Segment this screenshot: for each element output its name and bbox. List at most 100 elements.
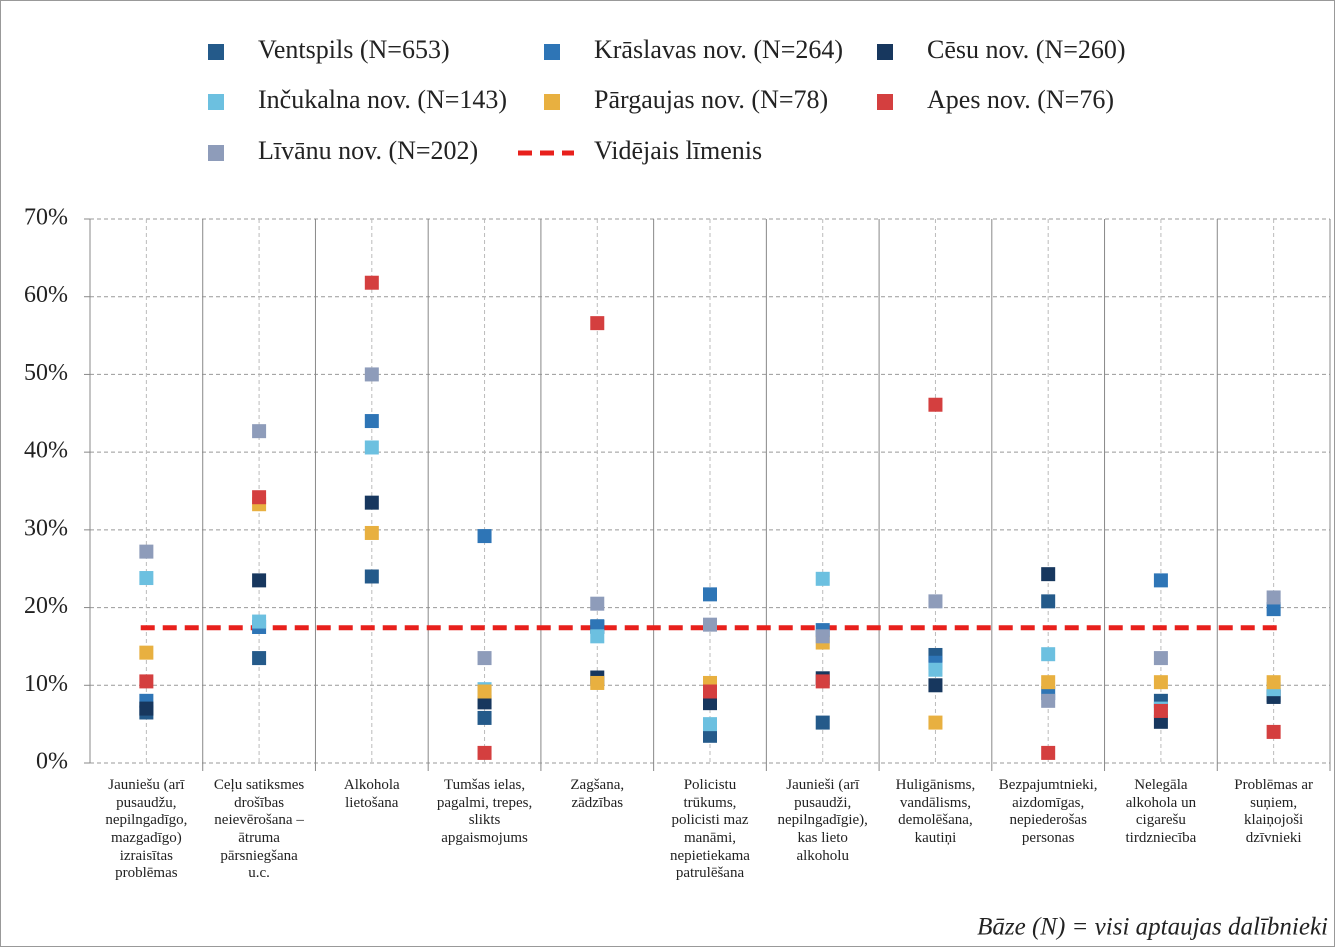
- dot: [364, 495, 379, 510]
- x-label-box: Bezpajumtnieki, aizdomīgas, nepiederošas…: [998, 777, 1098, 847]
- dot: [1266, 675, 1281, 690]
- x-label-box: Alkohola lietošana: [343, 777, 400, 811]
- legend-label: Līvānu nov. (N=202): [258, 136, 478, 165]
- legend-swatch: [208, 145, 224, 161]
- x-tick-label: Bezpajumtnieki, aizdomīgas, nepiederošas…: [998, 777, 1098, 847]
- dot: [252, 573, 267, 588]
- dot: [477, 529, 492, 544]
- dot: [928, 678, 943, 693]
- dot: [1041, 675, 1056, 690]
- dot: [928, 662, 943, 677]
- dot: [477, 651, 492, 666]
- dot: [703, 617, 717, 632]
- legend-swatch: [208, 94, 224, 110]
- legend-swatch: [544, 94, 560, 110]
- dot: [1266, 602, 1281, 617]
- dot: [928, 715, 943, 730]
- y-tick-label: 10%: [24, 671, 68, 697]
- x-tick-label: Jaunieši (arī pusaudži, nepilngadīgie), …: [777, 777, 868, 864]
- dot: [139, 544, 154, 559]
- y-tick-label: 60%: [24, 282, 68, 308]
- dot: [590, 629, 605, 644]
- dot: [1266, 590, 1281, 605]
- dot: [252, 651, 267, 666]
- dot: [1153, 573, 1168, 588]
- y-tick-label: 40%: [24, 438, 68, 464]
- x-label-box: Jaunieši (arī pusaudži, nepilngadīgie), …: [777, 777, 868, 864]
- x-tick-label: Problēmas ar suņiem, klaiņojoši dzīvniek…: [1234, 777, 1313, 847]
- dot: [252, 490, 267, 505]
- dot: [139, 645, 154, 660]
- dot: [364, 414, 379, 429]
- dot: [1153, 714, 1168, 729]
- x-label-box: Tumšas ielas, pagalmi, trepes, slikts ap…: [436, 777, 533, 847]
- dot: [1041, 693, 1056, 708]
- dot: [1153, 703, 1168, 718]
- dot: [590, 596, 605, 611]
- legend-label: Krāslavas nov. (N=264): [594, 35, 843, 64]
- dot: [928, 594, 943, 609]
- x-label-box: Nelegāla alkohola un cigarešu tirdzniecī…: [1125, 777, 1197, 847]
- dot: [1041, 567, 1056, 582]
- dot: [1041, 647, 1056, 662]
- dot: [928, 397, 943, 412]
- dot: [364, 440, 379, 455]
- x-label-box: Zagšana, zādzības: [570, 777, 625, 811]
- y-tick-label: 0%: [36, 749, 68, 775]
- dot: [139, 674, 154, 689]
- dot: [252, 424, 267, 439]
- dot: [703, 728, 717, 743]
- x-tick-label: Alkohola lietošana: [343, 777, 400, 811]
- dot: [477, 695, 492, 710]
- x-tick-label: Ceļu satiksmes drošības neievērošana – ā…: [213, 777, 305, 882]
- dot: [703, 684, 717, 699]
- legend-swatch: [208, 44, 224, 60]
- legend-swatch: [877, 94, 893, 110]
- legend-label: Pārgaujas nov. (N=78): [594, 85, 828, 114]
- x-label-box: Problēmas ar suņiem, klaiņojoši dzīvniek…: [1234, 777, 1313, 847]
- dot: [477, 710, 492, 725]
- dot: [590, 316, 605, 331]
- dot: [815, 571, 830, 586]
- x-tick-label: Policistu trūkums, policisti maz manāmi,…: [670, 777, 750, 882]
- dot: [364, 367, 379, 382]
- legend-label: Cēsu nov. (N=260): [927, 35, 1126, 64]
- legend-label: Ventspils (N=653): [258, 35, 450, 64]
- dot: [364, 525, 379, 540]
- y-tick-label: 30%: [24, 515, 68, 541]
- x-tick-label: Zagšana, zādzības: [570, 777, 625, 811]
- x-label-box: Jauniešu (arī pusaudžu, nepilngadīgo, ma…: [105, 777, 188, 882]
- x-tick-label: Tumšas ielas, pagalmi, trepes, slikts ap…: [436, 777, 533, 847]
- x-tick-label: Jauniešu (arī pusaudžu, nepilngadīgo, ma…: [105, 777, 188, 882]
- legend-label: Inčukalna nov. (N=143): [258, 85, 507, 114]
- legend-swatch: [544, 44, 560, 60]
- legend-label: Vidējais līmenis: [594, 136, 762, 165]
- x-label-box: Huligānisms, vandālisms, demolēšana, kau…: [895, 777, 976, 847]
- dot: [477, 745, 492, 760]
- dot: [815, 629, 830, 644]
- dot: [477, 684, 492, 699]
- dot: [139, 571, 154, 586]
- dot: [703, 717, 717, 732]
- dot: [815, 715, 830, 730]
- dot: [139, 701, 154, 716]
- x-tick-label: Huligānisms, vandālisms, demolēšana, kau…: [895, 777, 976, 847]
- dot: [364, 275, 379, 290]
- dot: [1041, 594, 1056, 609]
- base-note: Bāze (N) = visi aptaujas dalībnieki: [977, 914, 1328, 941]
- legend-swatch: [877, 44, 893, 60]
- y-tick-label: 50%: [24, 360, 68, 386]
- x-tick-label: Nelegāla alkohola un cigarešu tirdzniecī…: [1125, 777, 1197, 847]
- dot: [1153, 675, 1168, 690]
- x-label-box: Ceļu satiksmes drošības neievērošana – ā…: [213, 777, 305, 882]
- dot: [364, 569, 379, 584]
- dot: [1041, 745, 1056, 760]
- dot: [590, 675, 605, 690]
- dot: [1153, 651, 1168, 666]
- dot: [703, 696, 717, 711]
- y-tick-label: 70%: [24, 205, 68, 231]
- dot: [703, 587, 717, 602]
- y-tick-label: 20%: [24, 593, 68, 619]
- dot: [815, 674, 830, 689]
